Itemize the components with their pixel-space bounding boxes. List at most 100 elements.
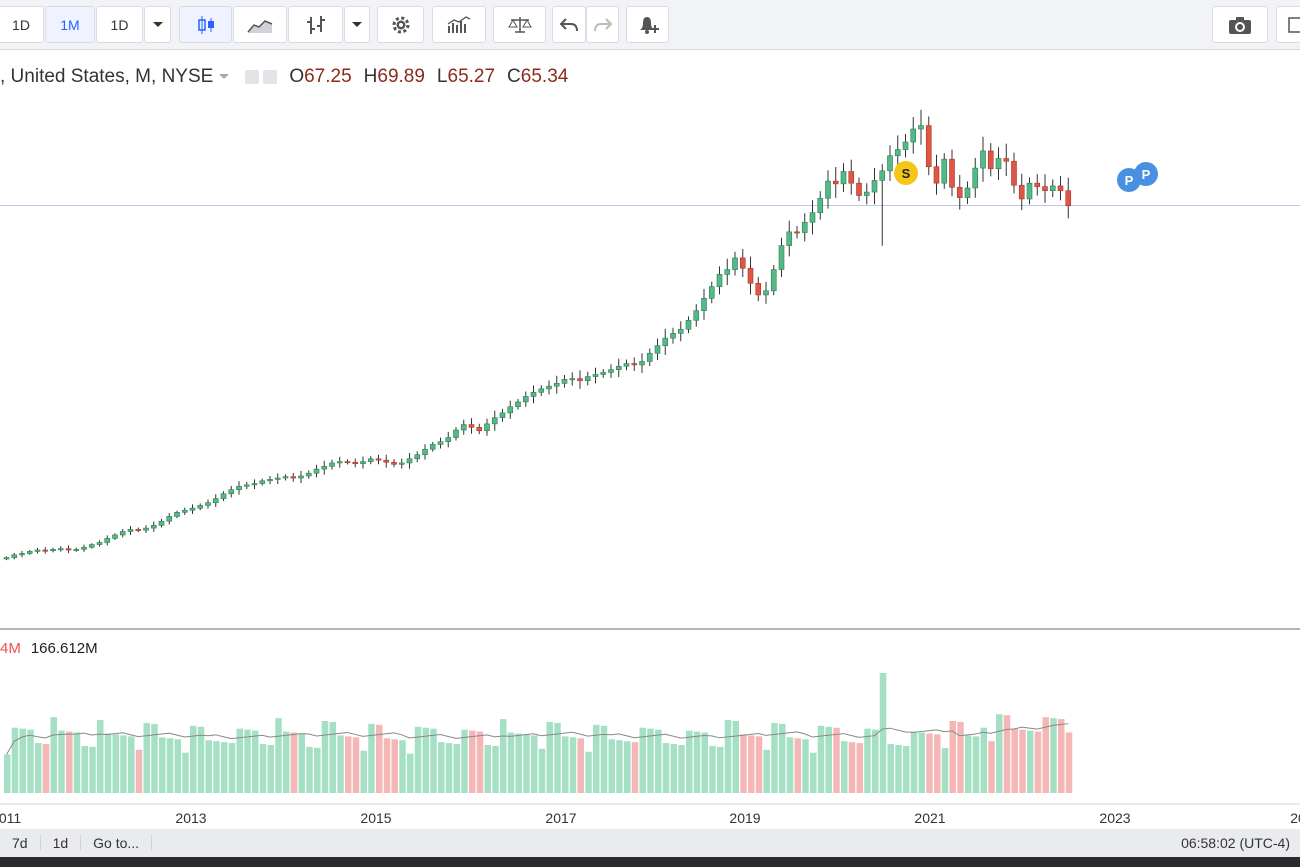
volume-value: 166.612M xyxy=(30,640,98,657)
low-value: 65.27 xyxy=(447,66,496,87)
high-value: 69.89 xyxy=(377,66,425,87)
volume-bar xyxy=(802,739,809,793)
candles-style-button[interactable] xyxy=(179,6,232,43)
goto-button[interactable]: Go to... xyxy=(81,835,153,851)
chart-area[interactable]: S PP 011 2013 2015 2017 2019 2021 2023 20 xyxy=(0,50,1300,829)
range-1d[interactable]: 1d xyxy=(41,835,82,851)
volume-bar xyxy=(662,743,670,793)
volume-bar xyxy=(42,744,50,793)
settings-button[interactable] xyxy=(377,6,424,43)
alert-button[interactable] xyxy=(626,6,669,43)
candle-body xyxy=(546,385,552,390)
candle-body xyxy=(274,477,281,480)
volume-bar xyxy=(507,732,515,793)
volume-bar xyxy=(647,728,654,793)
candle-body xyxy=(801,221,808,233)
volume-bar xyxy=(35,743,42,793)
candle-body xyxy=(1003,158,1010,162)
interval-dropdown[interactable] xyxy=(144,6,171,43)
style-dropdown[interactable] xyxy=(344,6,370,43)
volume-bar xyxy=(624,741,631,793)
volume-bar xyxy=(383,738,391,793)
candle-body xyxy=(949,158,955,188)
volume-bar xyxy=(732,721,739,793)
indicators-button[interactable] xyxy=(432,6,486,43)
volume-bar xyxy=(740,734,747,793)
gear-icon[interactable] xyxy=(263,70,278,84)
volume-bar xyxy=(283,731,290,793)
volume-bar xyxy=(221,742,228,793)
volume-bar xyxy=(910,731,918,793)
candle-body xyxy=(910,128,917,143)
volume-bar xyxy=(996,714,1003,793)
volume-bar xyxy=(97,720,104,793)
symbol-title[interactable]: , United States, M, NYSE xyxy=(0,66,214,87)
volume-bar xyxy=(135,749,143,793)
eye-icon[interactable] xyxy=(245,70,260,84)
candle-body xyxy=(119,531,126,536)
candle-body xyxy=(205,502,211,506)
undo-button[interactable] xyxy=(552,6,586,43)
volume-bar xyxy=(585,751,592,793)
volume-bar xyxy=(73,732,81,793)
volume-bar xyxy=(89,746,96,793)
candle-body xyxy=(220,493,227,499)
candle-body xyxy=(507,406,514,414)
volume-bar xyxy=(980,727,987,793)
volume-bar xyxy=(794,738,801,793)
interval-button-1m[interactable]: 1M xyxy=(45,6,95,43)
candle-body xyxy=(197,505,204,509)
area-style-button[interactable] xyxy=(233,6,287,43)
time-axis-label: 20 xyxy=(1290,810,1300,826)
volume-bar xyxy=(569,737,577,793)
volume-bar xyxy=(841,741,848,793)
redo-button[interactable] xyxy=(586,6,619,43)
candle-body xyxy=(406,458,413,464)
time-axis-label: 2015 xyxy=(360,810,391,826)
candle-body xyxy=(778,245,785,270)
candle-body xyxy=(1011,160,1017,186)
window-edge xyxy=(0,857,1300,867)
fullscreen-button[interactable] xyxy=(1276,6,1300,43)
volume-bar xyxy=(438,742,445,793)
volume-bar xyxy=(19,728,26,793)
candle-body xyxy=(65,548,72,551)
volume-bar xyxy=(693,731,701,793)
event-marker xyxy=(894,161,918,185)
candle-body xyxy=(329,462,335,467)
volume-bar xyxy=(608,739,615,793)
camera-icon xyxy=(1229,16,1251,34)
volume-bar xyxy=(631,742,639,793)
time-axis-label: 2017 xyxy=(545,810,576,826)
volume-bar xyxy=(345,736,352,793)
candle-body xyxy=(592,374,599,377)
compare-scale-icon xyxy=(507,16,532,33)
bars-style-button[interactable] xyxy=(288,6,343,43)
candle-body xyxy=(577,378,583,381)
candle-body xyxy=(42,549,49,552)
volume-bar xyxy=(825,726,832,793)
volume-bar xyxy=(275,718,282,793)
candle-body xyxy=(670,333,676,339)
range-7d[interactable]: 7d xyxy=(0,835,41,851)
chevron-down-icon[interactable] xyxy=(217,72,231,82)
compare-button[interactable] xyxy=(493,6,546,43)
volume-bar xyxy=(244,729,251,793)
interval-button-1d[interactable]: 1D xyxy=(0,6,44,43)
interval-button-1d-alt[interactable]: 1D xyxy=(96,6,143,43)
candle-body xyxy=(770,269,777,292)
candle-body xyxy=(1018,184,1025,200)
candle-body xyxy=(925,125,932,168)
volume-bar xyxy=(616,740,623,793)
candle-body xyxy=(460,424,467,431)
volume-bar xyxy=(58,730,65,793)
volume-bar xyxy=(763,749,770,793)
candle-body xyxy=(693,310,700,321)
volume-bar xyxy=(500,719,507,793)
snapshot-button[interactable] xyxy=(1212,6,1268,43)
volume-bar xyxy=(445,743,453,793)
volume-bar xyxy=(538,748,546,793)
candle-body xyxy=(290,476,297,479)
volume-bar xyxy=(562,736,569,793)
